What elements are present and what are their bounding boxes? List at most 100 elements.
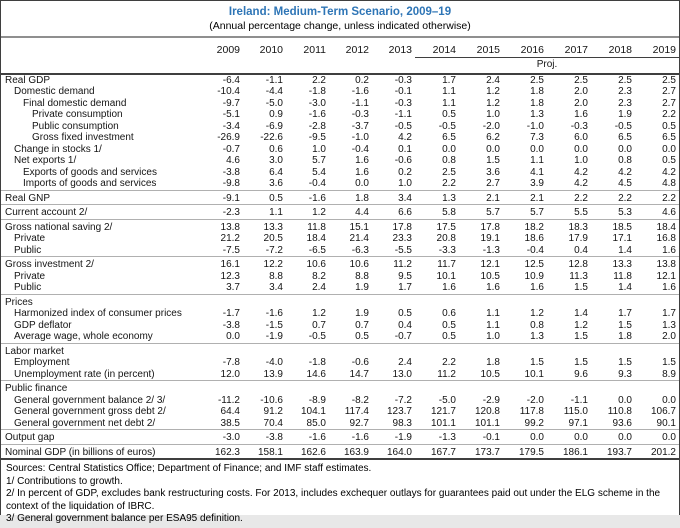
cell-value: 2.0 [574, 86, 588, 97]
cell-value: -22.6 [260, 132, 283, 143]
row-label: Domestic demand [14, 86, 95, 97]
cell-value: 3.6 [486, 166, 500, 178]
cell-value: -3.4 [222, 120, 240, 132]
cell-value: -1.1 [265, 74, 283, 86]
cell-value: 1.1 [530, 155, 544, 166]
cell-value: 19.1 [480, 233, 500, 244]
empty-cell [635, 380, 679, 395]
cell-value: -0.5 [614, 120, 632, 132]
cell-value: 16.8 [656, 233, 676, 244]
table-row: Imports of goods and services -9.8 3.6 -0.4… [1, 178, 679, 190]
cell-value: 2.4 [486, 74, 500, 86]
row-label: Final domestic demand [23, 97, 127, 109]
empty-cell [415, 380, 459, 395]
cell-value: 1.0 [398, 178, 412, 189]
cell-value: 9.6 [574, 368, 588, 380]
cell-value: -9.5 [308, 132, 326, 143]
cell-value: 13.9 [263, 368, 283, 380]
cell-value: 1.0 [312, 143, 326, 155]
cell-value: -1.8 [308, 357, 326, 368]
cell-value: 2.2 [442, 357, 456, 368]
table-row: Net exports 1/4.6 3.0 5.7 1.6 -0.6 0.8 1.5 1.1 1… [1, 155, 679, 167]
table-title-block: Ireland: Medium-Term Scenario, 2009–19 (… [1, 1, 679, 38]
table-row: General government gross debt 2/64.4 91.2… [1, 406, 679, 418]
cell-value: -3.0 [200, 429, 243, 444]
cell-value: 2.1 [459, 189, 503, 205]
cell-value: 64.4 [220, 406, 240, 417]
empty-cell [547, 380, 591, 395]
cell-value: 18.3 [547, 218, 591, 233]
cell-value: 0.0 [662, 143, 676, 155]
cell-value: 99.2 [524, 417, 544, 429]
cell-value: 12.5 [503, 256, 547, 271]
cell-value: 70.4 [263, 417, 283, 429]
cell-value: 101.1 [474, 417, 500, 429]
cell-value: 9.5 [398, 270, 412, 282]
row-label: Nominal GDP (in billions of euros) [1, 443, 200, 459]
cell-value: 11.2 [372, 256, 415, 271]
cell-value: 2.7 [662, 97, 676, 109]
cell-value: -7.2 [394, 394, 412, 406]
cell-value: 1.3 [415, 189, 459, 205]
cell-value: 0.5 [355, 331, 369, 342]
cell-value: 1.9 [618, 109, 632, 120]
cell-value: 1.6 [355, 155, 369, 166]
cell-value: 0.8 [530, 319, 544, 331]
table-title: Ireland: Medium-Term Scenario, 2009–19 [228, 6, 452, 18]
cell-value: -1.6 [329, 429, 372, 444]
cell-value: -5.1 [222, 109, 240, 120]
cell-value: 0.5 [442, 109, 456, 120]
cell-value: -1.1 [570, 394, 588, 406]
empty-cell [459, 293, 503, 308]
cell-value: -1.0 [526, 120, 544, 132]
cell-value: 1.7 [618, 308, 632, 319]
year-column-header: 2018 [608, 44, 632, 56]
cell-value: 1.7 [662, 308, 676, 319]
cell-value: 121.7 [430, 406, 456, 417]
cell-value: 1.2 [312, 308, 326, 319]
cell-value: 0.5 [398, 308, 412, 319]
table-row: Unemployment rate (in percent) 12.0 13.9 14… [1, 369, 679, 381]
cell-value: 1.8 [530, 97, 544, 109]
cell-value: -1.5 [265, 319, 283, 331]
cell-value: 1.3 [530, 331, 544, 342]
empty-cell [503, 380, 547, 395]
cell-value: 0.0 [355, 178, 369, 189]
cell-value: 0.0 [547, 429, 591, 444]
table-row: Harmonized index of consumer prices -1.7 -… [1, 308, 679, 320]
table-subtitle: (Annual percentage change, unless indica… [209, 20, 471, 32]
cell-value: 90.1 [656, 417, 676, 429]
cell-value: 10.1 [524, 368, 544, 380]
cell-value: 2.7 [486, 178, 500, 189]
cell-value: 17.8 [459, 218, 503, 233]
cell-value: 193.7 [591, 443, 635, 459]
cell-value: 11.8 [286, 218, 329, 233]
cell-value: 17.5 [415, 218, 459, 233]
empty-cell [635, 293, 679, 308]
row-label: Output gap [1, 429, 200, 444]
cell-value: -3.8 [243, 429, 286, 444]
cell-value: 1.0 [486, 331, 500, 342]
cell-value: -0.5 [394, 120, 412, 132]
empty-cell [286, 293, 329, 308]
empty-cell [200, 380, 243, 395]
cell-value: -4.4 [265, 86, 283, 97]
row-label: General government balance 2/ 3/ [14, 394, 166, 406]
table-header: 2009 2010 2011 2012 2013 2014 2015 2016 2017 2018… [1, 38, 679, 75]
table-row: Gross national saving 2/13.8 13.3 11.8 15.1… [1, 218, 679, 233]
row-label: Gross fixed investment [32, 132, 134, 143]
cell-value: -3.8 [222, 319, 240, 331]
cell-value: 11.7 [415, 256, 459, 271]
year-column-header: 2019 [652, 44, 676, 56]
cell-value: 0.1 [398, 143, 412, 155]
cell-value: 2.0 [574, 97, 588, 109]
cell-value: -1.1 [351, 97, 369, 109]
year-column-header: 2010 [259, 44, 283, 57]
scenario-table: 2009 2010 2011 2012 2013 2014 2015 2016 2017 2018… [1, 38, 679, 460]
cell-value: 23.3 [392, 233, 412, 244]
cell-value: 21.2 [220, 233, 240, 244]
cell-value: -1.6 [286, 429, 329, 444]
cell-value: 106.7 [650, 406, 676, 417]
cell-value: 1.5 [530, 357, 544, 368]
cell-value: -0.5 [308, 331, 326, 342]
